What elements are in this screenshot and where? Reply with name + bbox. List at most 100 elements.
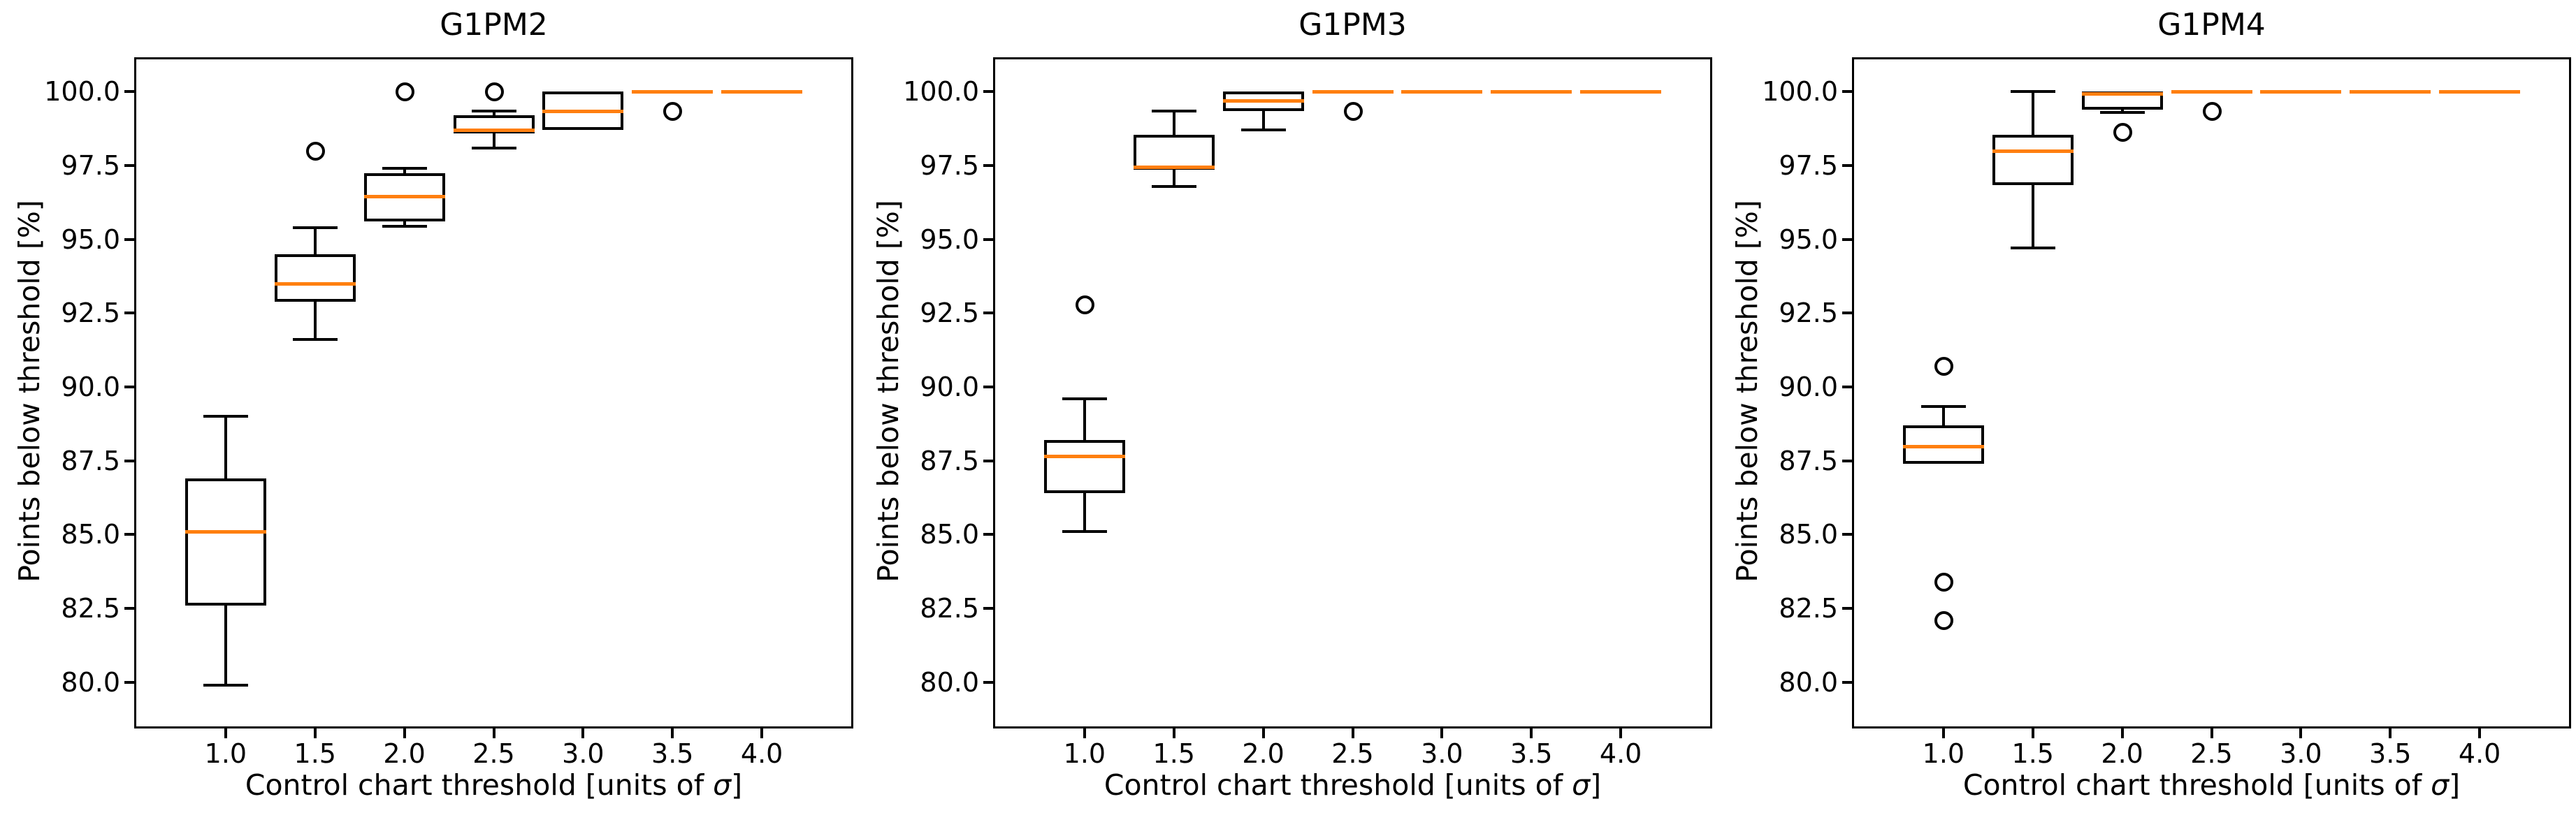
y-tick-mark: [983, 459, 993, 462]
x-tick-mark: [760, 728, 764, 738]
sigma-symbol: σ: [713, 768, 732, 802]
x-tick-mark: [581, 728, 585, 738]
x-tick-mark: [313, 728, 317, 738]
x-tick-mark: [671, 728, 674, 738]
y-tick-mark: [983, 606, 993, 610]
x-tick-label: 1.0: [1922, 738, 1965, 769]
upper-whisker: [224, 416, 227, 479]
y-tick-label: 85.0: [920, 519, 979, 550]
sigma-symbol: σ: [2431, 768, 2450, 802]
median-line: [2081, 91, 2163, 96]
y-tick-label: 100.0: [1762, 76, 1838, 108]
plot-area: [124, 57, 853, 738]
y-tick-label: 92.5: [1779, 298, 1838, 329]
plot-area: [983, 57, 1712, 738]
x-tick-label: 3.5: [2369, 738, 2412, 769]
lower-whisker-cap: [382, 224, 427, 228]
x-tick-mark: [2120, 728, 2124, 738]
median-line: [542, 109, 624, 113]
chart-title: G1PM2: [440, 7, 548, 43]
upper-whisker: [1941, 406, 1945, 425]
y-tick-label: 90.0: [920, 372, 979, 403]
lower-whisker: [224, 605, 227, 685]
upper-whisker-cap: [2010, 90, 2055, 94]
flier-point: [1934, 610, 1953, 630]
upper-whisker: [403, 168, 406, 173]
x-tick-label: 2.0: [2101, 738, 2143, 769]
x-tick-label: 1.5: [1152, 738, 1195, 769]
y-tick-mark: [983, 237, 993, 241]
flier-point: [484, 82, 504, 102]
y-tick-mark: [124, 237, 134, 241]
y-tick-label: 80.0: [1779, 666, 1838, 698]
y-tick-mark: [1842, 237, 1852, 241]
x-tick-mark: [2031, 728, 2034, 738]
flier-point: [1934, 357, 1953, 376]
y-tick-label: 87.5: [61, 445, 120, 476]
box: [1902, 425, 1984, 464]
x-axis-label-post: ]: [731, 768, 743, 802]
y-tick-label: 90.0: [1779, 372, 1838, 403]
lower-whisker: [403, 221, 406, 226]
y-tick-label: 100.0: [44, 76, 120, 108]
y-tick-label: 87.5: [920, 445, 979, 476]
box: [1043, 440, 1125, 494]
y-tick-mark: [983, 533, 993, 536]
lower-whisker: [313, 301, 317, 340]
y-tick-mark: [983, 680, 993, 684]
sigma-symbol: σ: [1572, 768, 1591, 802]
upper-whisker: [2031, 91, 2034, 135]
median-line: [1312, 90, 1394, 94]
y-tick-mark: [124, 680, 134, 684]
flier-point: [663, 101, 683, 121]
upper-whisker-cap: [382, 167, 427, 170]
x-tick-label: 3.0: [562, 738, 605, 769]
x-tick-mark: [1172, 728, 1175, 738]
lower-whisker-cap: [1151, 184, 1196, 188]
box: [1133, 134, 1215, 170]
x-axis-label: Control chart threshold [units of σ]: [995, 768, 1710, 802]
y-tick-mark: [1842, 459, 1852, 462]
x-tick-mark: [1440, 728, 1444, 738]
y-tick-mark: [1842, 680, 1852, 684]
flier-point: [305, 141, 325, 161]
x-tick-mark: [2389, 728, 2392, 738]
y-tick-label: 97.5: [920, 150, 979, 182]
upper-whisker: [1172, 110, 1175, 135]
x-tick-label: 3.5: [651, 738, 694, 769]
median-line: [363, 195, 445, 199]
median-line: [1222, 99, 1304, 103]
x-tick-mark: [1351, 728, 1354, 738]
plot-area: [1842, 57, 2571, 738]
flier-point: [2202, 101, 2222, 121]
flier-point: [395, 82, 414, 102]
lower-whisker: [1083, 493, 1086, 532]
median-line: [2260, 90, 2342, 94]
y-tick-mark: [1842, 533, 1852, 536]
median-line: [721, 90, 803, 94]
y-tick-mark: [124, 386, 134, 389]
x-tick-label: 2.5: [2190, 738, 2233, 769]
x-tick-label: 2.5: [472, 738, 515, 769]
y-tick-mark: [124, 90, 134, 94]
upper-whisker: [1083, 398, 1086, 441]
flier-point: [1075, 295, 1094, 314]
x-tick-label: 1.0: [204, 738, 247, 769]
y-tick-label: 85.0: [1779, 519, 1838, 550]
upper-whisker-cap: [1920, 404, 1966, 408]
lower-whisker: [2120, 109, 2124, 113]
y-tick-mark: [983, 386, 993, 389]
x-tick-label: 3.5: [1510, 738, 1553, 769]
x-tick-label: 3.0: [1421, 738, 1463, 769]
y-tick-mark: [1842, 386, 1852, 389]
y-tick-mark: [124, 533, 134, 536]
upper-whisker: [492, 110, 495, 116]
y-tick-label: 82.5: [920, 592, 979, 624]
y-tick-label: 92.5: [61, 298, 120, 329]
median-line: [1992, 149, 2074, 153]
y-tick-label: 82.5: [1779, 592, 1838, 624]
flier-point: [1343, 101, 1363, 121]
y-tick-label: 95.0: [1779, 224, 1838, 255]
lower-whisker-cap: [2099, 111, 2145, 115]
